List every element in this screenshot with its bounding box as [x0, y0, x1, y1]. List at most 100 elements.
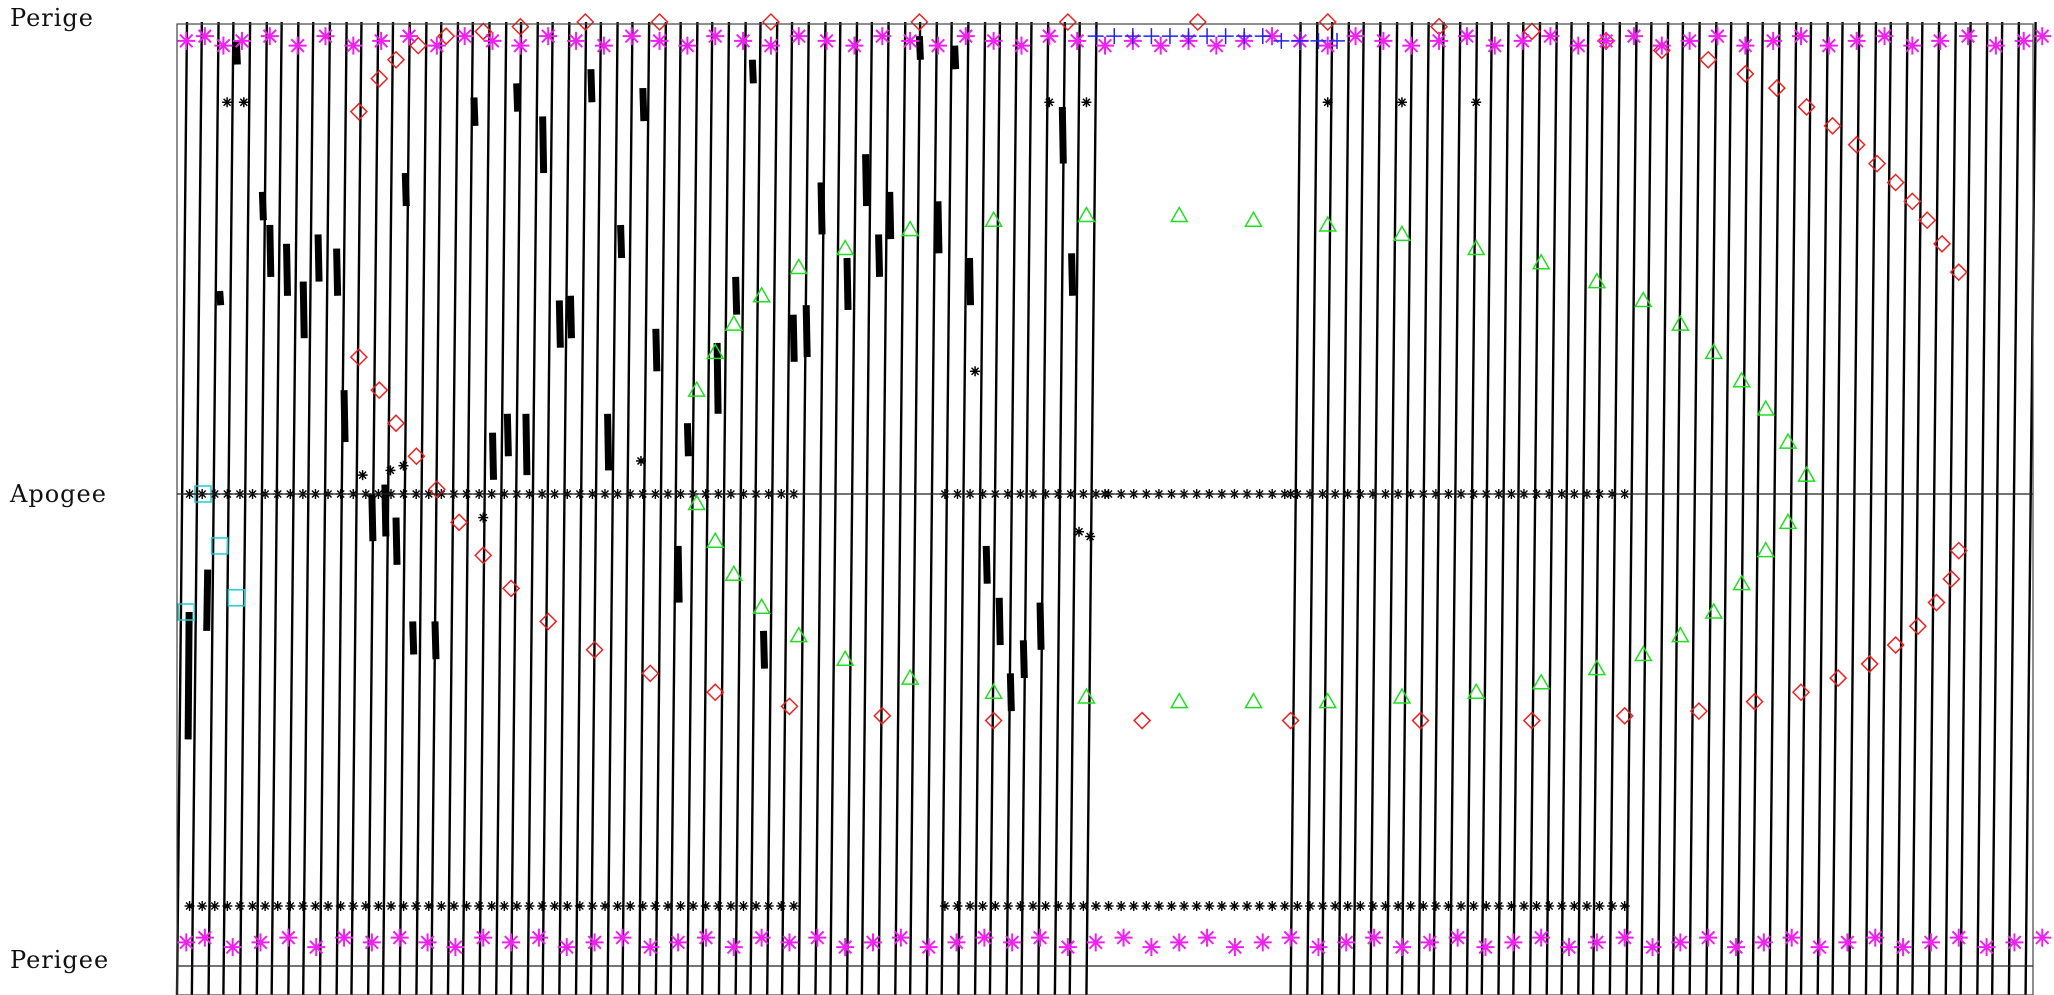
- star-point: [1847, 31, 1866, 50]
- star-point: [1875, 27, 1894, 46]
- diamond-point: [910, 12, 929, 32]
- star-point: [344, 36, 363, 55]
- orbit-line: [589, 21, 603, 995]
- diamond-point: [984, 711, 1003, 730]
- star-point: [1541, 27, 1560, 46]
- y-tick-labels: Perige Apogee Perigee: [9, 4, 108, 974]
- thick-segment: [652, 328, 661, 372]
- star-point: [1003, 933, 1022, 952]
- lower-mark: [1254, 901, 1265, 911]
- black-star: [478, 512, 489, 523]
- diamond-point: [650, 12, 669, 32]
- thick-segments: [184, 36, 1077, 740]
- lower-mark: [184, 901, 195, 911]
- lower-mark: [348, 901, 359, 911]
- triangle-point: [984, 682, 1003, 699]
- star-point: [1068, 31, 1087, 50]
- triangle-point: [705, 531, 725, 548]
- orbit-line: [957, 21, 970, 995]
- star-point: [1309, 938, 1328, 957]
- star-point: [502, 933, 521, 952]
- lower-mark: [725, 901, 736, 911]
- diamond-point: [474, 22, 493, 41]
- lower-mark: [1569, 901, 1580, 911]
- lower-mark: [1342, 901, 1353, 911]
- diamond-point: [1903, 192, 1922, 211]
- orbit-line: [1432, 21, 1445, 995]
- star-point: [1374, 31, 1393, 50]
- lower-mark: [751, 901, 762, 911]
- thick-segment: [566, 295, 575, 339]
- lower-mark: [1456, 901, 1467, 911]
- thick-segment: [314, 234, 323, 282]
- plus-point: [1161, 28, 1178, 45]
- star-point: [622, 27, 641, 46]
- orbit-line: [637, 21, 651, 995]
- lower-mark: [1304, 901, 1315, 911]
- star-point: [474, 928, 493, 947]
- star-point: [316, 27, 335, 46]
- orbit-line: [335, 21, 348, 995]
- lower-mark: [1594, 901, 1605, 911]
- lower-mark: [1028, 901, 1039, 911]
- lower-mark: [600, 901, 611, 911]
- star-point: [761, 36, 780, 55]
- orbit-line: [1306, 21, 1319, 995]
- orbit-line: [925, 21, 939, 995]
- thick-segment: [283, 243, 292, 296]
- orbit-line: [526, 21, 539, 995]
- lower-mark: [625, 901, 636, 911]
- star-point: [539, 27, 558, 46]
- orbit-line: [973, 21, 987, 995]
- thick-segment: [817, 182, 826, 235]
- black-star: [398, 460, 409, 471]
- thick-segment: [683, 423, 692, 457]
- star-point: [1903, 36, 1922, 55]
- triangle-point: [752, 286, 771, 303]
- thick-segment: [639, 87, 648, 122]
- diamond-point: [1932, 234, 1952, 253]
- triangle-point: [1392, 687, 1412, 704]
- diamond-point: [873, 706, 892, 725]
- plot-frame: [176, 23, 2034, 995]
- lower-mark: [965, 901, 976, 911]
- star-point: [1040, 27, 1059, 46]
- star-point: [1365, 928, 1384, 947]
- star-point: [177, 31, 196, 50]
- triangle-point: [1756, 541, 1776, 558]
- lower-mark: [1015, 901, 1026, 911]
- lower-mark: [1078, 901, 1089, 911]
- thick-segment: [299, 281, 308, 339]
- triangle-point: [1466, 682, 1486, 699]
- triangle-point: [1756, 399, 1776, 416]
- star-point: [390, 928, 409, 947]
- star-point: [232, 31, 251, 50]
- lower-mark: [310, 901, 321, 911]
- diamond-point: [1847, 135, 1866, 154]
- lower-mark: [1002, 901, 1013, 911]
- thick-segment: [604, 413, 613, 471]
- lower-mark: [1179, 901, 1190, 911]
- orbit-line: [1545, 21, 1558, 995]
- lower-mark: [1267, 901, 1278, 911]
- orbit-line: [1848, 21, 1861, 995]
- star-point: [446, 938, 465, 957]
- thick-segment: [1019, 640, 1028, 679]
- series-triangle: [687, 493, 1798, 709]
- lower-mark: [1103, 901, 1114, 911]
- orbit-line: [270, 21, 283, 995]
- lower-mark: [1040, 901, 1051, 911]
- orbit-line: [222, 21, 235, 995]
- orbit-line: [238, 21, 252, 995]
- star-point: [1680, 31, 1699, 50]
- star-point: [1615, 928, 1634, 947]
- star-point: [585, 933, 604, 952]
- lower-mark: [423, 901, 434, 911]
- star-point: [808, 928, 827, 947]
- lower-mark: [537, 901, 548, 911]
- star-point: [372, 31, 391, 50]
- lower-mark: [763, 901, 774, 911]
- thick-segment: [392, 517, 401, 565]
- lower-mark: [700, 901, 711, 911]
- star-point: [1624, 27, 1643, 46]
